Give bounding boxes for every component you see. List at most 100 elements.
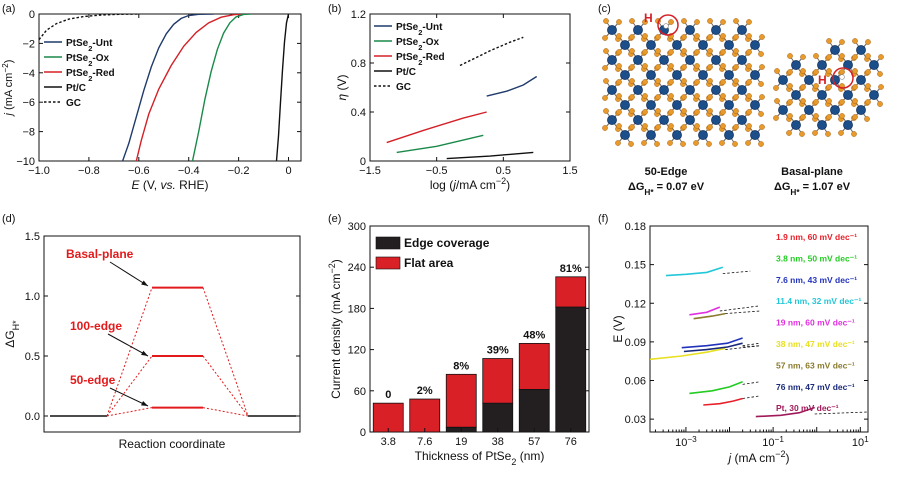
pt-atom [646, 100, 656, 110]
se-atom [839, 53, 845, 59]
se-atom [707, 94, 713, 100]
legend-label-part: 2 [418, 43, 422, 52]
se-atom [680, 141, 686, 147]
y-tick-label: 1.5 [25, 231, 40, 243]
connector-dashed [202, 407, 249, 417]
y-axis-label-part: −2 [1, 63, 10, 73]
structure-dg-part: = 0.07 eV [654, 181, 705, 193]
se-atom [681, 48, 687, 54]
y-tick-label: 180 [348, 303, 366, 315]
legend-label: 11.4 nm, 32 mV dec⁻¹ [776, 296, 861, 306]
se-atom [694, 49, 700, 55]
legend-label: 38 nm, 47 mV dec⁻¹ [776, 339, 855, 349]
x-tick-label: −1.0 [28, 165, 50, 177]
se-atom [852, 114, 858, 120]
plot-frame [369, 225, 590, 433]
se-atom [800, 98, 806, 104]
x-tick-label-part: −1 [775, 435, 785, 444]
se-atom [746, 49, 752, 55]
se-atom [629, 18, 635, 24]
pt-atom [620, 130, 630, 140]
x-tick-label-part: 10 [762, 437, 774, 449]
arrow-line [109, 387, 149, 407]
panel-label: (b) [328, 3, 341, 15]
legend-label-part: Pt/C [66, 83, 86, 94]
x-tick-label: 7.6 [417, 436, 432, 448]
se-atom [668, 93, 674, 99]
pt-atom [737, 115, 747, 125]
se-atom [852, 38, 858, 44]
se-atom [759, 64, 765, 70]
x-axis-label-part: Thickness of PtSe [415, 449, 512, 463]
structure-title: 50-Edge [645, 166, 688, 178]
se-atom [773, 85, 779, 91]
legend-label-part: PtSe [396, 22, 419, 33]
se-atom [668, 63, 674, 69]
y-axis-label-part: Current density (mA cm [329, 273, 343, 398]
y-tick-label: 0.09 [625, 337, 646, 349]
level-label: 100-edge [70, 319, 122, 333]
pt-atom [659, 85, 669, 95]
se-atom [746, 33, 752, 39]
se-atom [787, 113, 793, 119]
pt-atom [672, 70, 682, 80]
se-atom [629, 34, 635, 40]
se-atom [800, 54, 806, 60]
se-atom [800, 114, 806, 120]
y-tick-label: 0.18 [625, 221, 646, 233]
y-tick-label: 0.8 [351, 58, 366, 70]
se-atom [655, 108, 661, 114]
se-atom [707, 48, 713, 54]
se-atom [602, 95, 608, 101]
fit-line [719, 305, 761, 312]
arrow-line [109, 261, 149, 287]
h-site-circle [657, 14, 679, 36]
x-axis-label-part: −2 [775, 449, 785, 459]
se-atom [681, 64, 687, 70]
legend-label-part: 2 [88, 74, 92, 83]
se-atom [720, 63, 726, 69]
legend-label-part: GC [396, 82, 411, 93]
se-atom [655, 124, 661, 130]
se-atom [681, 108, 687, 114]
x-axis-label-part: 2 [511, 457, 516, 467]
se-atom [720, 33, 726, 39]
se-atom [826, 98, 832, 104]
se-atom [813, 83, 819, 89]
bar-label: 2% [417, 385, 433, 397]
series-line [755, 406, 815, 418]
bar-label: 0 [385, 389, 391, 401]
se-atom [642, 109, 648, 115]
legend-label: 3.8 nm, 50 mV dec⁻¹ [776, 253, 857, 263]
panel-e: (e) 0 60 120 180 240 300 0 3.8 2% 7.6 8% 19 39% 38 48% 5… [327, 213, 590, 467]
pt-atom [737, 25, 747, 35]
se-atom [707, 18, 713, 24]
series-line [683, 342, 743, 353]
se-atom [759, 124, 765, 130]
se-atom [758, 111, 764, 117]
y-tick-label: 0 [360, 156, 366, 168]
series-line [689, 381, 743, 395]
y-tick-label: −10 [16, 156, 35, 168]
se-atom [838, 130, 844, 136]
y-axis-label: E (V) [611, 315, 625, 342]
series-line [135, 14, 244, 161]
se-atom [813, 53, 819, 59]
pt-atom [724, 130, 734, 140]
se-atom [720, 79, 726, 85]
legend-label: PtSe2-Red [396, 52, 445, 67]
se-atom [826, 68, 832, 74]
x-tick-label: 1.5 [562, 165, 577, 177]
se-atom [852, 98, 858, 104]
se-atom [852, 54, 858, 60]
pt-atom [856, 105, 866, 115]
se-atom [681, 34, 687, 40]
se-atom [825, 131, 831, 137]
panel-label: (f) [598, 213, 608, 225]
series-line [689, 306, 721, 316]
x-tick-label: 57 [528, 436, 540, 448]
arrow-line [107, 333, 149, 357]
legend-swatch [375, 236, 401, 250]
se-atom [616, 63, 622, 69]
legend-label-part: PtSe [396, 52, 419, 63]
